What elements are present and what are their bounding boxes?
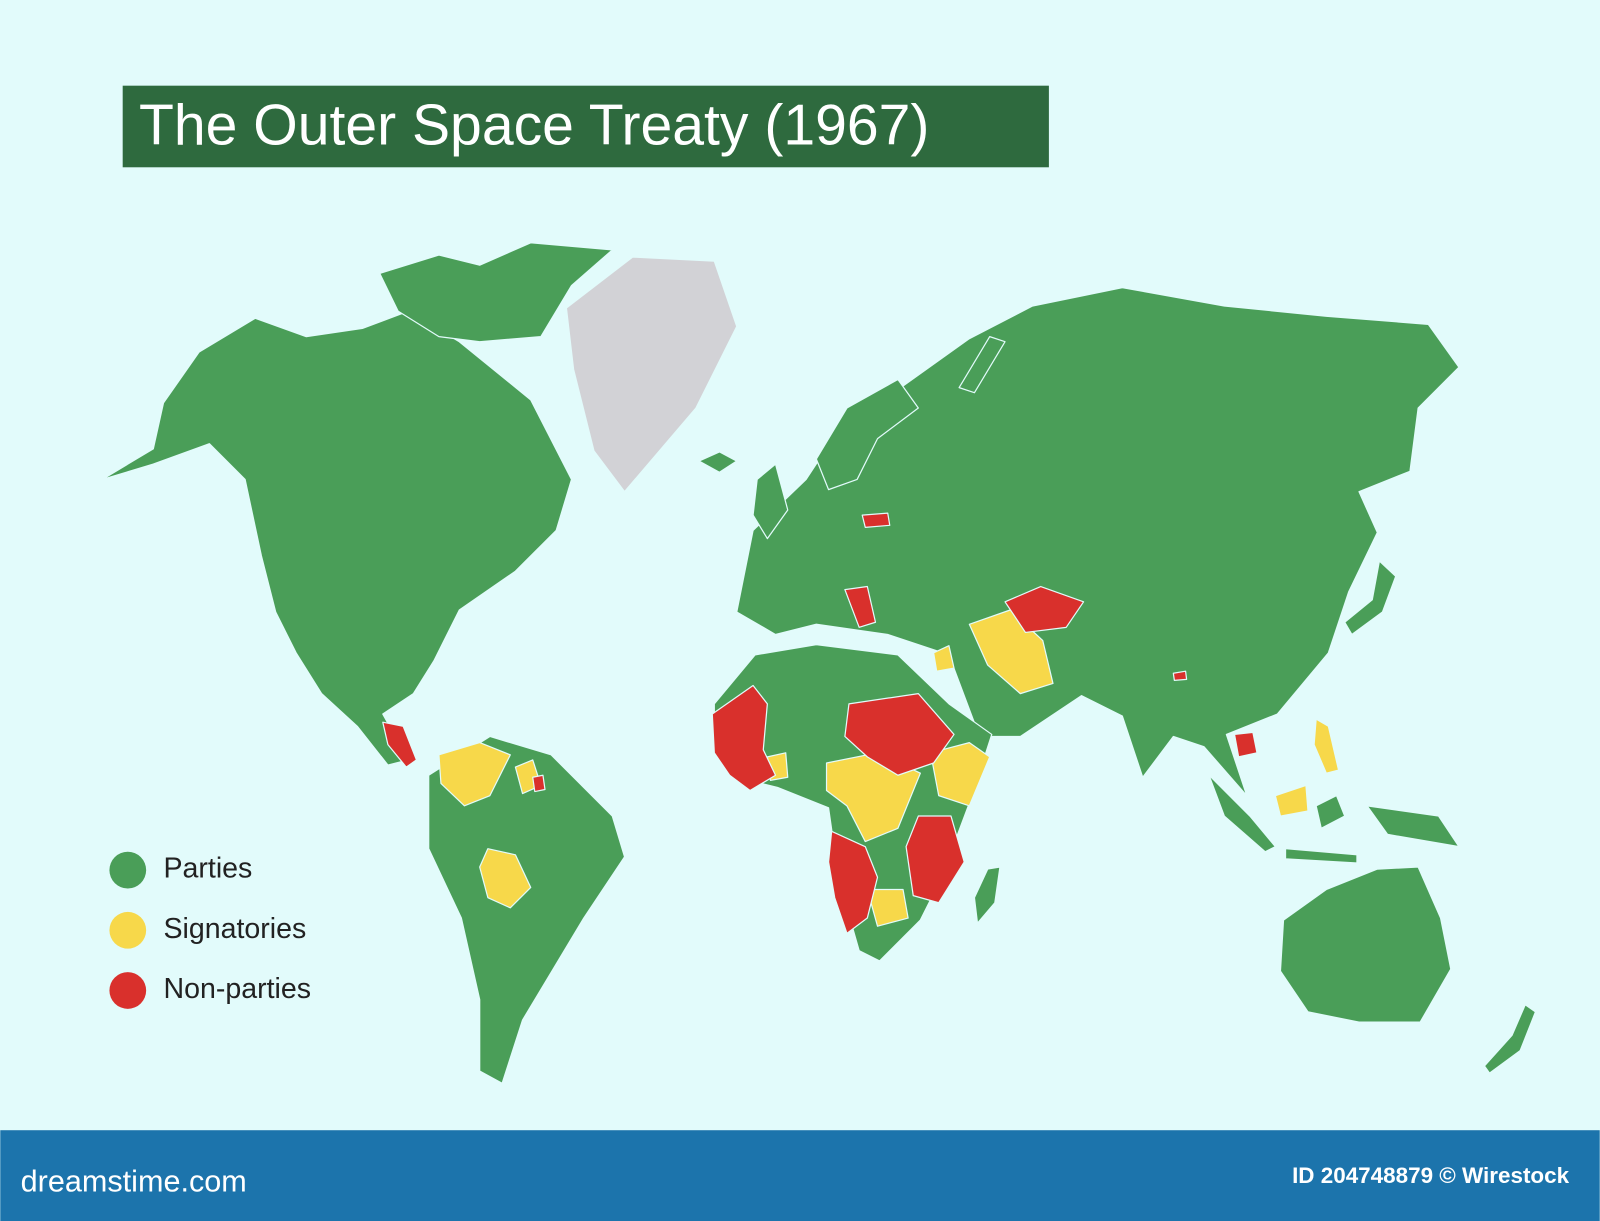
footer-credit: ID 204748879 © Wirestock: [1292, 1163, 1570, 1188]
ethiopia: [929, 741, 991, 807]
east-africa: [905, 815, 965, 904]
legend-swatch: [109, 911, 147, 949]
cambodia: [1233, 731, 1258, 758]
central-southern-africa: [827, 830, 879, 934]
colombia-venezuela: [438, 741, 511, 807]
legend-label: Non-parties: [163, 973, 311, 1005]
greenland: [565, 256, 738, 493]
novaya-zemlya: [958, 336, 1006, 394]
japan: [1344, 560, 1397, 636]
legend-swatch: [109, 851, 147, 889]
borneo: [1274, 784, 1309, 817]
legend: Parties Signatories Non-parties: [109, 851, 311, 1009]
scandinavia: [815, 378, 919, 491]
world-map: [101, 242, 1537, 1084]
legend-swatch: [109, 972, 147, 1009]
footer-brand: dreamstime.com: [21, 1164, 247, 1198]
australia: [1279, 866, 1452, 1023]
eurasia: [736, 287, 1460, 797]
new-zealand: [1483, 1004, 1537, 1074]
south-america: [428, 735, 626, 1084]
balkans: [844, 585, 877, 628]
west-africa: [711, 684, 777, 792]
southern-africa: [866, 888, 909, 927]
sudan-chad: [844, 693, 955, 776]
legend-label: Parties: [163, 853, 252, 885]
central-america: [382, 721, 418, 768]
bhutan: [1172, 670, 1188, 681]
north-america: [101, 310, 573, 766]
latvia: [861, 512, 891, 528]
non-parties-regions: [382, 512, 1258, 934]
philippines: [1313, 718, 1340, 774]
title-box: [122, 85, 1049, 168]
footer-bar: [0, 1130, 1600, 1221]
syria: [933, 645, 955, 672]
british-isles: [752, 463, 789, 540]
indonesia: [1208, 774, 1460, 864]
bolivia: [479, 848, 532, 909]
afghanistan: [1004, 585, 1085, 634]
signatories-regions: [438, 609, 1340, 927]
title: The Outer Space Treaty (1967): [139, 94, 929, 158]
iceland: [698, 451, 738, 473]
arctic-islands: [379, 242, 613, 343]
guiana: [532, 774, 546, 793]
legend-label: Signatories: [163, 913, 306, 945]
madagascar: [973, 866, 1001, 924]
